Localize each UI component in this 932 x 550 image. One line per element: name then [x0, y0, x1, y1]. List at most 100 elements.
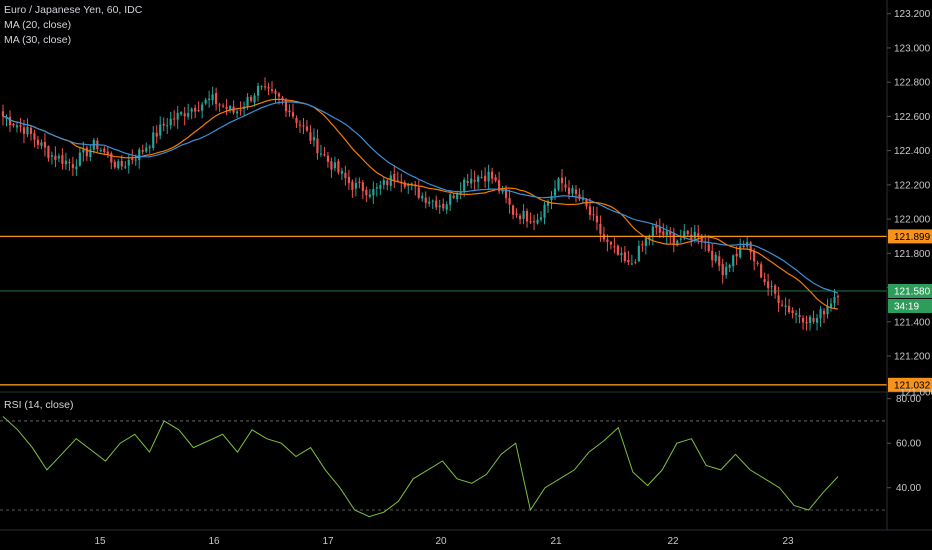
candle-body	[777, 295, 780, 304]
candle-body	[756, 262, 759, 264]
candle-body	[197, 110, 200, 112]
price-tick-label: 122.200	[894, 180, 931, 191]
candle-body	[281, 97, 284, 101]
candle-body	[270, 89, 274, 91]
candle-body	[176, 112, 179, 120]
candle-body	[711, 251, 714, 261]
candle-body	[620, 253, 623, 256]
time-tick-label: 21	[550, 536, 562, 547]
candle-body	[424, 197, 427, 203]
candle-body	[8, 116, 12, 126]
rsi-legend: RSI (14, close)	[4, 399, 74, 411]
price-tick-label: 121.200	[894, 352, 931, 363]
candle-body	[29, 127, 33, 134]
candle-body	[693, 231, 696, 239]
candle-body	[781, 304, 784, 306]
candle-body	[36, 139, 40, 145]
candle-body	[124, 166, 127, 168]
candle-body	[616, 245, 619, 255]
candle-body	[407, 183, 410, 187]
candle-body	[291, 112, 295, 117]
candle-body	[117, 161, 120, 169]
candle-body	[435, 200, 438, 208]
ma20-legend: MA (20, close)	[4, 19, 72, 31]
candle-body	[417, 187, 420, 198]
price-tick-label: 122.400	[894, 146, 931, 157]
time-tick-label: 22	[667, 536, 679, 547]
candle-body	[26, 126, 29, 135]
candle-body	[812, 318, 815, 322]
candle-body	[166, 125, 169, 127]
candle-body	[627, 259, 630, 263]
candle-body	[403, 182, 406, 187]
candle-body	[204, 99, 207, 104]
price-tick-label: 123.000	[894, 43, 931, 54]
candle-body	[365, 189, 368, 196]
candle-body	[574, 189, 578, 194]
price-pane[interactable]	[0, 77, 887, 386]
candle-body	[623, 252, 626, 261]
candle-body	[718, 256, 721, 266]
candle-body	[763, 279, 766, 283]
candle-body	[735, 253, 738, 257]
candle-body	[637, 245, 640, 262]
candle-body	[553, 188, 557, 196]
candle-body	[651, 226, 654, 237]
candle-body	[15, 125, 19, 128]
candle-body	[267, 87, 270, 89]
ma30-line	[2, 101, 839, 294]
candle-body	[421, 195, 424, 199]
candle-body	[354, 182, 357, 189]
candle-body	[131, 158, 134, 160]
candle-body	[361, 182, 364, 192]
candle-body	[742, 245, 745, 248]
candle-body	[71, 164, 74, 168]
candle-body	[494, 177, 497, 181]
candle-body	[263, 86, 267, 88]
price-tick-label: 121.400	[894, 317, 931, 328]
candle-body	[452, 195, 455, 198]
candle-body	[588, 206, 592, 216]
candle-body	[826, 306, 829, 315]
candle-body	[99, 149, 102, 151]
candle-body	[113, 161, 116, 168]
candle-body	[12, 123, 15, 126]
rsi-tick-label: 60.00	[896, 439, 921, 450]
candle-body	[700, 237, 703, 242]
candle-body	[686, 230, 689, 235]
clipped-tick-label: 121.000	[900, 387, 932, 398]
candle-body	[347, 176, 350, 184]
candle-body	[529, 221, 532, 223]
candle-body	[833, 296, 836, 304]
candle-body	[43, 142, 47, 148]
candle-body	[491, 171, 494, 179]
candle-body	[246, 97, 249, 107]
rsi-tick-label: 80.00	[896, 394, 921, 405]
candle-body	[564, 184, 567, 188]
candle-body	[64, 160, 67, 165]
candle-body	[134, 159, 137, 161]
candle-body	[47, 146, 50, 159]
candle-body	[679, 238, 682, 240]
candle-body	[148, 146, 151, 148]
price-tick-label: 122.000	[894, 215, 931, 226]
candle-body	[33, 133, 36, 140]
candle-body	[774, 285, 777, 294]
candle-body	[676, 240, 679, 246]
candle-body	[127, 159, 130, 166]
candle-body	[658, 227, 661, 233]
candle-body	[522, 210, 525, 219]
candle-body	[697, 233, 700, 237]
candle-body	[68, 162, 71, 164]
candle-body	[505, 188, 508, 199]
candle-body	[82, 149, 85, 153]
rsi-pane[interactable]	[0, 416, 887, 518]
candle-body	[819, 309, 822, 319]
candle-body	[316, 138, 319, 154]
candle-body	[445, 204, 448, 210]
candle-body	[459, 191, 462, 195]
candle-body	[466, 181, 469, 183]
price-tick-label: 122.600	[894, 112, 931, 123]
candle-body	[543, 204, 546, 218]
